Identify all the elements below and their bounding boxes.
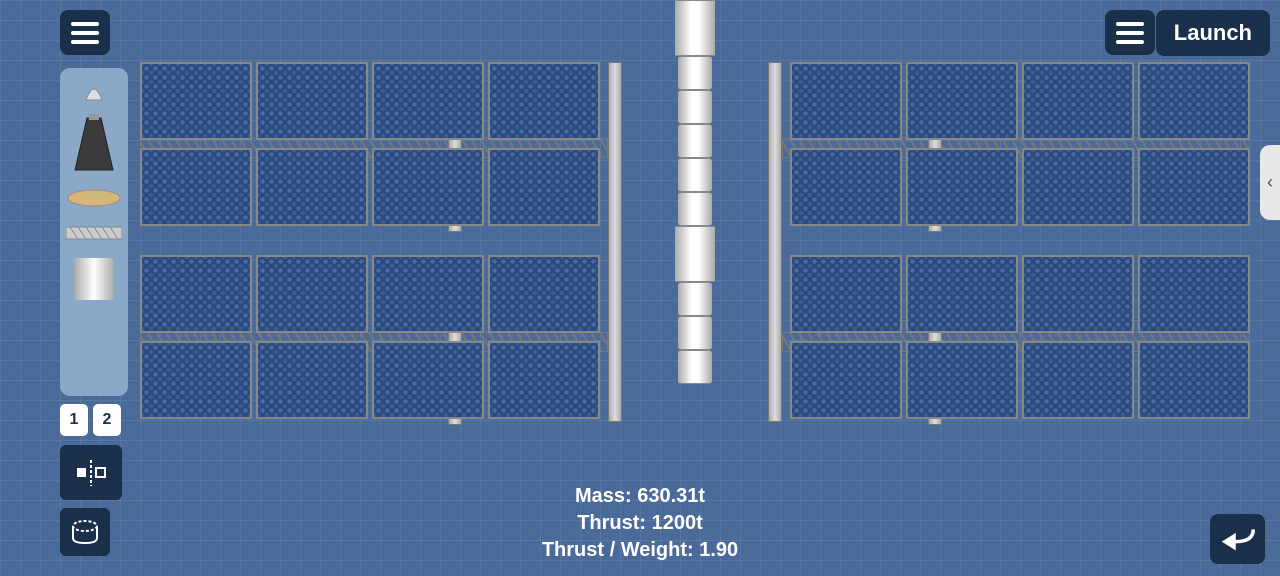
mirror-row (60, 445, 122, 500)
solar-group-top-right (790, 62, 1250, 226)
core-column (675, 0, 715, 440)
solar-panel[interactable] (790, 341, 902, 419)
solar-panel[interactable] (372, 255, 484, 333)
core-module[interactable] (678, 124, 712, 158)
mirror-icon (71, 456, 111, 490)
solar-panel[interactable] (906, 341, 1018, 419)
solar-group-bot-left (140, 255, 600, 419)
solar-panel[interactable] (372, 341, 484, 419)
solar-panel[interactable] (1022, 62, 1134, 140)
strut[interactable] (608, 62, 622, 422)
solar-panel[interactable] (140, 62, 252, 140)
solar-row (790, 255, 1250, 333)
solar-panel[interactable] (256, 341, 368, 419)
core-module[interactable] (678, 350, 712, 384)
solar-panel[interactable] (1022, 341, 1134, 419)
solar-row (140, 62, 600, 140)
solar-panel[interactable] (256, 148, 368, 226)
strut[interactable] (768, 62, 782, 422)
part-nose-cone[interactable] (66, 74, 122, 104)
core-module[interactable] (675, 226, 715, 282)
stat-twr: Thrust / Weight: 1.90 (542, 537, 738, 564)
core-module[interactable] (675, 0, 715, 56)
solar-panel[interactable] (790, 148, 902, 226)
solar-panel[interactable] (906, 148, 1018, 226)
solar-panel[interactable] (1138, 341, 1250, 419)
page-2-button[interactable]: 2 (93, 404, 121, 436)
solar-panel[interactable] (1022, 148, 1134, 226)
part-capsule[interactable] (66, 112, 122, 176)
stat-mass: Mass: 630.31t (542, 483, 738, 510)
solar-row (140, 255, 600, 333)
solar-row (140, 148, 600, 226)
core-module[interactable] (678, 56, 712, 90)
chevron-left-icon: ‹ (1267, 172, 1273, 193)
solar-panel[interactable] (1022, 255, 1134, 333)
solar-panel[interactable] (372, 148, 484, 226)
solar-group-top-left (140, 62, 600, 226)
solar-panel[interactable] (140, 148, 252, 226)
solar-panel[interactable] (906, 62, 1018, 140)
solar-row (790, 62, 1250, 140)
solar-panel[interactable] (790, 62, 902, 140)
parts-panel (60, 68, 128, 396)
build-area[interactable] (130, 0, 1260, 440)
menu-button-left[interactable] (60, 10, 110, 55)
solar-row (790, 148, 1250, 226)
menu-bar (71, 40, 99, 44)
solar-panel[interactable] (256, 62, 368, 140)
core-module[interactable] (678, 282, 712, 316)
core-module[interactable] (678, 158, 712, 192)
solar-panel[interactable] (1138, 62, 1250, 140)
back-button[interactable] (1210, 514, 1265, 564)
solar-panel[interactable] (488, 341, 600, 419)
solar-panel[interactable] (790, 255, 902, 333)
stat-thrust: Thrust: 1200t (542, 510, 738, 537)
staging-button[interactable] (60, 508, 110, 556)
core-module[interactable] (678, 90, 712, 124)
part-structural-beam[interactable] (66, 220, 122, 246)
solar-row (790, 341, 1250, 419)
solar-row (140, 341, 600, 419)
staging-icon (69, 516, 101, 548)
back-arrow-icon (1220, 524, 1255, 554)
solar-panel[interactable] (140, 341, 252, 419)
part-fuel-tank[interactable] (66, 254, 122, 304)
solar-panel[interactable] (140, 255, 252, 333)
part-heat-shield[interactable] (66, 184, 122, 212)
solar-panel[interactable] (488, 62, 600, 140)
vehicle-stats: Mass: 630.31t Thrust: 1200t Thrust / Wei… (542, 483, 738, 564)
solar-panel[interactable] (906, 255, 1018, 333)
menu-bar (71, 22, 99, 26)
page-1-button[interactable]: 1 (60, 404, 88, 436)
solar-group-bot-right (790, 255, 1250, 419)
menu-bar (71, 31, 99, 35)
solar-panel[interactable] (1138, 148, 1250, 226)
solar-panel[interactable] (488, 148, 600, 226)
solar-panel[interactable] (488, 255, 600, 333)
mirror-button[interactable] (60, 445, 122, 500)
stage-row (60, 508, 110, 556)
side-collapse-tab[interactable]: ‹ (1260, 145, 1280, 220)
core-module[interactable] (678, 316, 712, 350)
solar-panel[interactable] (372, 62, 484, 140)
solar-panel[interactable] (256, 255, 368, 333)
page-buttons-row: 1 2 (60, 404, 121, 436)
solar-panel[interactable] (1138, 255, 1250, 333)
core-module[interactable] (678, 192, 712, 226)
